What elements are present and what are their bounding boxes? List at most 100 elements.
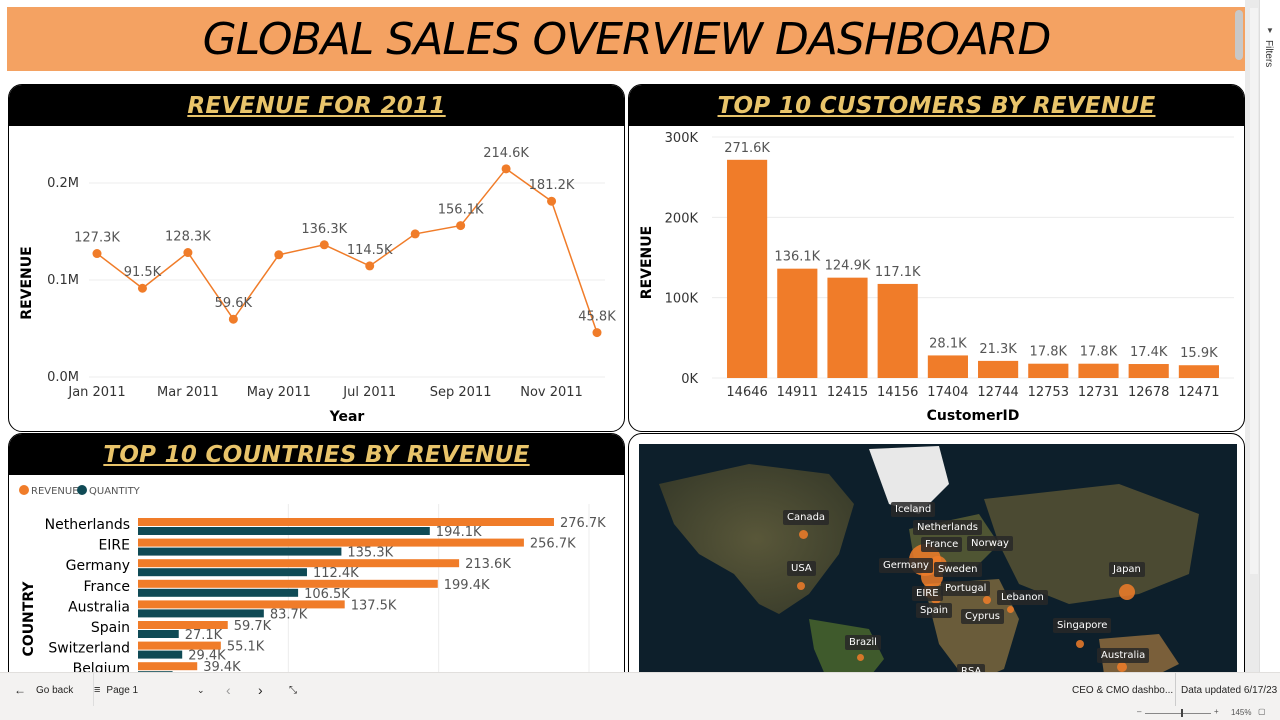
arrow-left-icon: ← xyxy=(14,683,26,697)
revenue-bar xyxy=(138,559,460,568)
map-bubble-lebanon[interactable] xyxy=(983,596,991,604)
map-bubble-singapore[interactable] xyxy=(1076,640,1084,648)
data-label: 137.5K xyxy=(351,598,397,613)
revenue-point xyxy=(547,196,557,206)
top-countries-bar-chart[interactable]: REVENUE QUANTITY Netherlands 276.7K 194.1K EI… xyxy=(9,434,625,672)
canvas-scrollbar-thumb[interactable] xyxy=(1235,10,1243,60)
revenue-line-series xyxy=(96,167,598,333)
map-bubble-brazil[interactable] xyxy=(857,654,864,661)
top-customers-bar-chart[interactable]: 0K 100K 200K 300K 271.6K 14646 136.1K 14911 124.… xyxy=(629,85,1245,432)
revenue-point xyxy=(456,221,466,231)
x-tick-label: 14911 xyxy=(777,385,818,400)
canvas-scrollbar-track[interactable] xyxy=(1250,8,1258,574)
zoom-slider-thumb[interactable] xyxy=(1181,709,1183,717)
revenue-2011-panel[interactable]: REVENUE FOR 2011 0.0M 0.1M 0.2M 127.3K 91.5K… xyxy=(8,84,625,432)
revenue-bar xyxy=(138,518,554,526)
map-label-iceland: Iceland xyxy=(891,502,936,517)
y-axis-title: COUNTRY xyxy=(21,581,37,657)
x-tick-label: 12731 xyxy=(1078,385,1119,400)
fit-page-icon[interactable]: ▢ xyxy=(1258,707,1266,716)
data-label: 59.6K xyxy=(215,296,253,311)
report-name-label: CEO & CMO dashbo... xyxy=(1072,684,1174,696)
page-selector-value: Page 1 xyxy=(106,684,139,696)
revenue-line-chart[interactable]: 0.0M 0.1M 0.2M 127.3K 91.5K 128.3K 59.6K 136.3K… xyxy=(9,85,625,432)
fit-view-button[interactable]: ⤡ xyxy=(289,673,297,707)
customer-bar xyxy=(1028,363,1069,378)
zoom-in-button[interactable]: + xyxy=(1214,707,1219,716)
top-countries-title: TOP 10 COUNTRIES BY REVENUE xyxy=(103,441,530,468)
map-bubble-usa[interactable] xyxy=(797,582,805,590)
data-label: 124.9K xyxy=(825,259,871,274)
page-list-icon: ≡ xyxy=(94,684,101,696)
data-label: 199.4K xyxy=(444,578,490,593)
map-label-rsa: RSA xyxy=(957,664,986,672)
previous-page-button[interactable]: ‹ xyxy=(226,673,231,707)
data-label: 55.1K xyxy=(227,640,265,655)
revenue-2011-title: REVENUE FOR 2011 xyxy=(187,92,446,119)
sales-map-panel[interactable]: Iceland Canada Netherlands France Norway… xyxy=(628,433,1245,672)
revenue-bar xyxy=(138,600,345,609)
zoom-out-button[interactable]: – xyxy=(1137,707,1142,716)
x-axis-title: CustomerID xyxy=(927,408,1020,424)
revenue-bar xyxy=(138,579,438,588)
data-label: 214.6K xyxy=(483,146,529,161)
zoom-bar: – + 145% ▢ xyxy=(0,706,1280,720)
collapse-icon: ⤡ xyxy=(289,684,297,696)
zoom-slider[interactable] xyxy=(1145,713,1211,714)
x-tick-label: 14646 xyxy=(726,385,767,400)
quantity-bar xyxy=(138,609,264,618)
dashboard-title: GLOBAL SALES OVERVIEW DASHBOARD xyxy=(202,13,1052,65)
legend-marker xyxy=(19,485,29,495)
category-label: France xyxy=(83,579,130,595)
y-tick-label: 0.1M xyxy=(47,273,79,288)
map-bubble-cyprus[interactable] xyxy=(1007,606,1014,613)
data-label: 59.7K xyxy=(234,619,272,634)
map-label-cyprus: Cyprus xyxy=(961,609,1004,624)
data-label: 213.6K xyxy=(465,557,511,572)
x-tick-label: Jul 2011 xyxy=(342,385,396,400)
map-bubble-canada[interactable] xyxy=(799,530,808,539)
map-label-brazil: Brazil xyxy=(845,635,881,650)
top-countries-panel[interactable]: TOP 10 COUNTRIES BY REVENUE REVENUE QUANT… xyxy=(8,433,625,672)
revenue-point xyxy=(274,250,284,260)
data-label: 256.7K xyxy=(530,537,576,552)
top-countries-header: TOP 10 COUNTRIES BY REVENUE xyxy=(9,434,624,475)
category-label: Spain xyxy=(91,620,130,636)
data-updated: Data updated 6/17/23 xyxy=(1175,673,1277,707)
data-label: 136.1K xyxy=(774,250,820,265)
map-label-france: France xyxy=(921,537,963,552)
data-label: 127.3K xyxy=(74,231,120,246)
revenue-2011-header: REVENUE FOR 2011 xyxy=(9,85,624,126)
filters-label[interactable]: Filters xyxy=(1263,40,1274,68)
data-label: 112.4K xyxy=(313,566,359,581)
top-customers-panel[interactable]: TOP 10 CUSTOMERS BY REVENUE 0K 100K 200K 30… xyxy=(628,84,1245,432)
map-bubble-australia[interactable] xyxy=(1117,662,1127,672)
map-bubble-japan[interactable] xyxy=(1119,584,1135,600)
y-tick-label: 300K xyxy=(665,131,699,146)
page-selector[interactable]: ≡ Page 1 ⌄ xyxy=(93,673,209,707)
data-label: 83.7K xyxy=(270,607,308,622)
dashboard-title-banner: GLOBAL SALES OVERVIEW DASHBOARD xyxy=(7,7,1245,71)
data-label: 106.5K xyxy=(304,587,350,602)
chevron-down-icon: ⌄ xyxy=(197,684,205,695)
map-label-norway: Norway xyxy=(967,536,1013,551)
y-axis-title: REVENUE xyxy=(19,246,35,319)
world-map[interactable]: Iceland Canada Netherlands France Norway… xyxy=(639,444,1237,672)
data-label: 17.8K xyxy=(1030,345,1068,360)
customer-bar xyxy=(978,360,1019,378)
revenue-bar xyxy=(138,538,524,547)
filters-pane[interactable]: ▼ xyxy=(1259,0,1280,672)
filter-funnel-icon[interactable]: ▼ xyxy=(1266,26,1274,35)
map-label-portugal: Portugal xyxy=(941,581,991,596)
x-tick-label: Sep 2011 xyxy=(430,385,492,400)
revenue-point xyxy=(592,328,602,338)
quantity-bar xyxy=(138,568,307,577)
x-tick-label: 14156 xyxy=(877,385,918,400)
go-back-button[interactable]: ← Go back xyxy=(14,673,73,707)
next-page-button[interactable]: › xyxy=(258,673,263,707)
y-tick-label: 0.2M xyxy=(47,176,79,191)
y-tick-label: 100K xyxy=(665,292,699,307)
map-label-spain: Spain xyxy=(916,603,952,618)
data-label: 29.4K xyxy=(188,649,226,664)
data-updated-label: Data updated 6/17/23 xyxy=(1181,684,1278,696)
